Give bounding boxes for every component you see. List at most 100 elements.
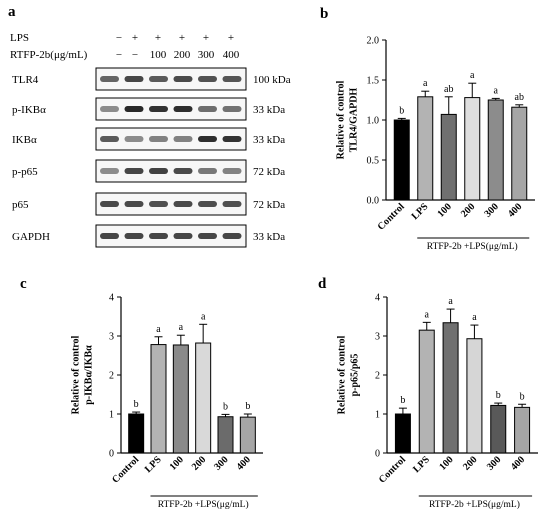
- blot-band: [173, 233, 193, 239]
- bar: [217, 416, 234, 454]
- blot-band: [173, 136, 193, 142]
- panel-d-label: d: [318, 276, 327, 292]
- bar: [514, 406, 531, 454]
- condition-value: 300: [198, 49, 215, 61]
- bar: [487, 99, 504, 201]
- western-blot-panel: LPS − + + + + +RTFP-2b(μg/mL) − −100 200 300 400TLR…: [10, 32, 291, 248]
- blot-band: [198, 201, 217, 207]
- significance-letter: a: [472, 312, 477, 323]
- chart-b: 0.0 0.5 1.0 1.5 2.0 Relative of control TLR4/G…: [336, 36, 535, 252]
- condition-value: 400: [223, 49, 240, 61]
- x-tick-label: LPS: [143, 454, 164, 475]
- x-tick-label: Control: [376, 201, 407, 232]
- y-tick-label: 1: [375, 410, 380, 421]
- significance-letter: b: [223, 401, 228, 412]
- significance-letter: a: [494, 85, 499, 96]
- blot-band: [198, 76, 217, 82]
- panel-c-label: c: [20, 276, 27, 292]
- condition-value: +: [155, 32, 161, 44]
- blot-band: [173, 168, 193, 174]
- y-tick-label: 3: [375, 332, 380, 343]
- y-tick-label: 2: [109, 371, 114, 382]
- condition-value: 200: [174, 49, 191, 61]
- y-tick-label: 4: [375, 293, 380, 304]
- bar: [464, 97, 481, 201]
- x-tick-label: 200: [461, 454, 479, 472]
- significance-letter: b: [520, 391, 525, 402]
- y-tick-label: 4: [109, 293, 114, 304]
- blot-band: [149, 233, 168, 239]
- x-tick-label: 400: [235, 454, 253, 472]
- significance-letter: ab: [444, 84, 453, 95]
- group-label: RTFP-2b +LPS(μg/mL): [429, 499, 520, 510]
- y-tick-label: 0.0: [367, 196, 380, 207]
- blot-band: [222, 106, 242, 112]
- y-axis-label: Relative of control: [71, 335, 82, 414]
- x-tick-label: 300: [212, 454, 230, 472]
- condition-value: +: [179, 32, 185, 44]
- blot-band: [222, 136, 242, 142]
- y-tick-label: 3: [109, 332, 114, 343]
- condition-value: −: [116, 49, 122, 61]
- blot-band: [124, 201, 144, 207]
- molecular-weight-label: 72 kDa: [253, 166, 285, 178]
- significance-letter: a: [470, 70, 475, 81]
- blot-band: [173, 106, 193, 112]
- blot-band: [198, 168, 217, 174]
- y-axis-label: p-IKBα/IKBα: [84, 345, 95, 405]
- condition-value: +: [132, 32, 138, 44]
- bar: [418, 329, 435, 454]
- molecular-weight-label: 33 kDa: [253, 104, 285, 116]
- y-axis-label: p-p65/p65: [350, 354, 361, 397]
- blot-band: [149, 136, 168, 142]
- blot-band: [124, 168, 144, 174]
- x-tick-label: 100: [437, 454, 455, 472]
- y-tick-label: 1.5: [367, 76, 380, 87]
- significance-letter: a: [156, 324, 161, 335]
- y-tick-label: 2.0: [367, 36, 380, 47]
- bar: [466, 338, 483, 454]
- y-tick-label: 0: [375, 449, 380, 460]
- blot-band: [124, 233, 144, 239]
- blot-band: [124, 136, 144, 142]
- x-tick-label: Control: [377, 454, 408, 485]
- condition-label: RTFP-2b(μg/mL): [10, 49, 88, 61]
- blot-row-label: p-p65: [12, 166, 38, 178]
- significance-letter: a: [425, 309, 430, 320]
- blot-band: [198, 106, 217, 112]
- y-axis-label: Relative of control: [337, 335, 348, 414]
- significance-letter: a: [448, 296, 453, 307]
- blot-band: [222, 76, 242, 82]
- y-tick-label: 1: [109, 410, 114, 421]
- x-tick-label: LPS: [410, 201, 431, 222]
- condition-label: LPS: [10, 32, 29, 44]
- significance-letter: b: [134, 399, 139, 410]
- blot-band: [149, 201, 168, 207]
- condition-value: +: [228, 32, 234, 44]
- blot-strip: [95, 192, 247, 216]
- blot-row-label: GAPDH: [12, 231, 50, 243]
- y-axis-label: TLR4/GAPDH: [349, 88, 360, 153]
- significance-letter: b: [400, 395, 405, 406]
- blot-band: [173, 201, 193, 207]
- panel-a-label: a: [8, 4, 16, 20]
- x-tick-label: 300: [485, 454, 503, 472]
- blot-band: [198, 233, 217, 239]
- panel-b-label: b: [320, 6, 328, 22]
- significance-letter: b: [245, 401, 250, 412]
- blot-band: [100, 201, 119, 207]
- bar: [172, 344, 189, 454]
- blot-band: [149, 76, 168, 82]
- blot-row-label: TLR4: [12, 74, 39, 86]
- condition-value: 100: [150, 49, 167, 61]
- blot-band: [100, 168, 119, 174]
- blot-band: [198, 136, 217, 142]
- blot-strip: [95, 67, 247, 91]
- blot-band: [222, 201, 242, 207]
- group-label: RTFP-2b +LPS(μg/mL): [158, 499, 249, 510]
- bar: [195, 342, 212, 454]
- significance-letter: ab: [515, 92, 524, 103]
- bar: [440, 113, 457, 201]
- molecular-weight-label: 33 kDa: [253, 231, 285, 243]
